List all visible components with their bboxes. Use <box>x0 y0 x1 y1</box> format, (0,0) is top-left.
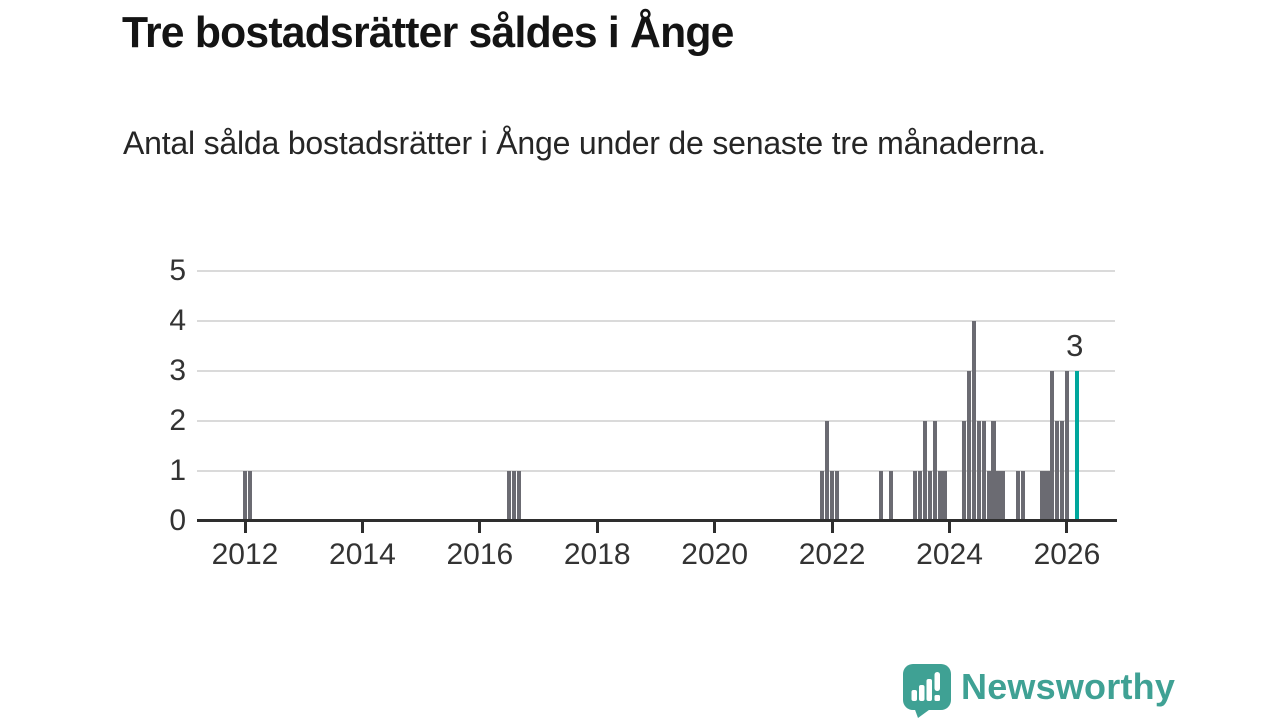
bar <box>918 470 923 521</box>
bar <box>1064 370 1070 521</box>
bar <box>1001 470 1006 521</box>
bar <box>511 470 517 521</box>
bar <box>932 420 937 521</box>
gridline-y5 <box>197 270 1115 272</box>
bar <box>834 470 840 521</box>
bar <box>991 420 996 521</box>
bar <box>1059 420 1065 521</box>
newsworthy-logo[interactable]: Newsworthy <box>903 664 1175 718</box>
bar <box>507 470 512 521</box>
gridline-y4 <box>197 319 1115 322</box>
bar <box>820 470 825 521</box>
x-tick-2026 <box>1065 521 1069 533</box>
y-tick-label: 3 <box>169 353 186 387</box>
x-axis-line <box>197 518 1117 522</box>
bar <box>247 470 253 521</box>
x-tick-label: 2014 <box>329 538 396 571</box>
bar-highlight-latest <box>1074 370 1079 521</box>
bar <box>971 320 977 521</box>
newsworthy-logo-text: Newsworthy <box>961 666 1176 707</box>
bar <box>1040 470 1045 521</box>
gridline-y3 <box>197 369 1115 372</box>
bar <box>1015 470 1021 521</box>
bar <box>966 370 972 521</box>
bar <box>888 470 893 521</box>
bar <box>825 420 830 521</box>
value-annotation: 3 <box>1066 328 1084 363</box>
x-tick-2012 <box>243 521 247 533</box>
y-tick-label: 4 <box>169 303 186 337</box>
y-tick-label: 1 <box>169 453 186 487</box>
bar <box>1055 420 1060 521</box>
x-tick-2014 <box>360 521 364 533</box>
bar <box>829 470 835 521</box>
bar <box>878 470 884 521</box>
x-tick-2022 <box>830 521 834 533</box>
newsworthy-logo-icon <box>903 664 951 718</box>
bar <box>1045 470 1050 521</box>
bar <box>1020 470 1026 521</box>
bar <box>996 470 1001 521</box>
x-tick-2016 <box>478 521 482 533</box>
chart-subtitle: Antal sålda bostadsrätter i Ånge under d… <box>123 125 1046 161</box>
bar <box>242 470 248 521</box>
bar <box>516 470 522 521</box>
bar <box>962 420 967 521</box>
x-tick-label: 2018 <box>563 538 631 571</box>
x-tick-label: 2022 <box>798 538 866 571</box>
x-tick-label: 2026 <box>1033 538 1101 571</box>
y-tick-label: 0 <box>169 503 186 537</box>
y-tick-label: 5 <box>169 254 186 287</box>
bar <box>913 470 918 521</box>
x-tick-2020 <box>713 521 717 533</box>
gridline-y1 <box>197 469 1115 472</box>
y-tick-label: 2 <box>169 403 186 437</box>
bar <box>927 470 933 521</box>
bar <box>1050 370 1055 521</box>
bar <box>922 420 928 521</box>
bar <box>942 470 947 521</box>
x-tick-label: 2024 <box>916 538 983 571</box>
bar <box>976 420 982 521</box>
x-tick-label: 2020 <box>681 538 749 571</box>
x-tick-2024 <box>948 521 952 533</box>
bar <box>981 420 986 521</box>
x-tick-label: 2016 <box>446 538 514 571</box>
x-tick-2018 <box>595 521 599 533</box>
page-title: Tre bostadsrätter såldes i Ånge <box>122 8 734 57</box>
x-tick-label: 2012 <box>211 538 279 571</box>
gridline-y2 <box>197 419 1115 422</box>
bar <box>986 470 991 521</box>
bar <box>937 470 942 521</box>
